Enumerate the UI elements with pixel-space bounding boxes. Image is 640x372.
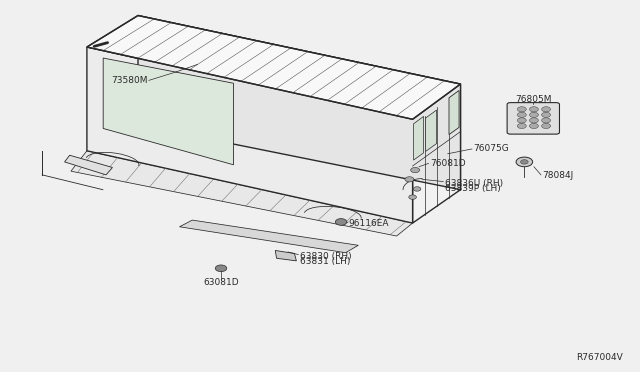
Text: 96116EA: 96116EA <box>349 219 389 228</box>
Polygon shape <box>71 151 413 236</box>
Polygon shape <box>275 250 296 261</box>
Circle shape <box>405 177 414 182</box>
Circle shape <box>516 157 532 167</box>
Text: 63839P (LH): 63839P (LH) <box>445 184 500 193</box>
Polygon shape <box>179 220 358 253</box>
Text: 78084J: 78084J <box>542 171 573 180</box>
Circle shape <box>529 112 538 118</box>
Text: 73580M: 73580M <box>111 76 148 85</box>
Circle shape <box>215 265 227 272</box>
Circle shape <box>517 124 526 129</box>
Text: 63836U (RH): 63836U (RH) <box>445 179 502 187</box>
Circle shape <box>541 107 550 112</box>
Polygon shape <box>413 84 461 223</box>
Circle shape <box>541 118 550 123</box>
Circle shape <box>411 167 420 173</box>
Polygon shape <box>87 47 413 223</box>
Circle shape <box>335 219 347 225</box>
Text: R767004V: R767004V <box>577 353 623 362</box>
Circle shape <box>517 107 526 112</box>
Text: 63830 (RH): 63830 (RH) <box>300 252 351 261</box>
Polygon shape <box>138 16 461 190</box>
FancyBboxPatch shape <box>507 103 559 134</box>
Text: 76805M: 76805M <box>515 95 552 104</box>
Text: 76081D: 76081D <box>430 159 465 168</box>
Circle shape <box>517 112 526 118</box>
Circle shape <box>409 195 417 199</box>
Circle shape <box>413 187 421 191</box>
Polygon shape <box>449 90 459 135</box>
Polygon shape <box>87 16 461 119</box>
Text: 63081D: 63081D <box>204 278 239 287</box>
Circle shape <box>529 107 538 112</box>
Polygon shape <box>65 155 113 175</box>
Polygon shape <box>426 110 436 151</box>
Circle shape <box>541 124 550 129</box>
Polygon shape <box>103 58 234 165</box>
Circle shape <box>529 124 538 129</box>
Circle shape <box>517 118 526 123</box>
Text: 76075G: 76075G <box>473 144 509 153</box>
Circle shape <box>541 112 550 118</box>
Circle shape <box>520 160 528 164</box>
Text: 63831 (LH): 63831 (LH) <box>300 257 350 266</box>
Circle shape <box>529 118 538 123</box>
Polygon shape <box>413 116 424 160</box>
